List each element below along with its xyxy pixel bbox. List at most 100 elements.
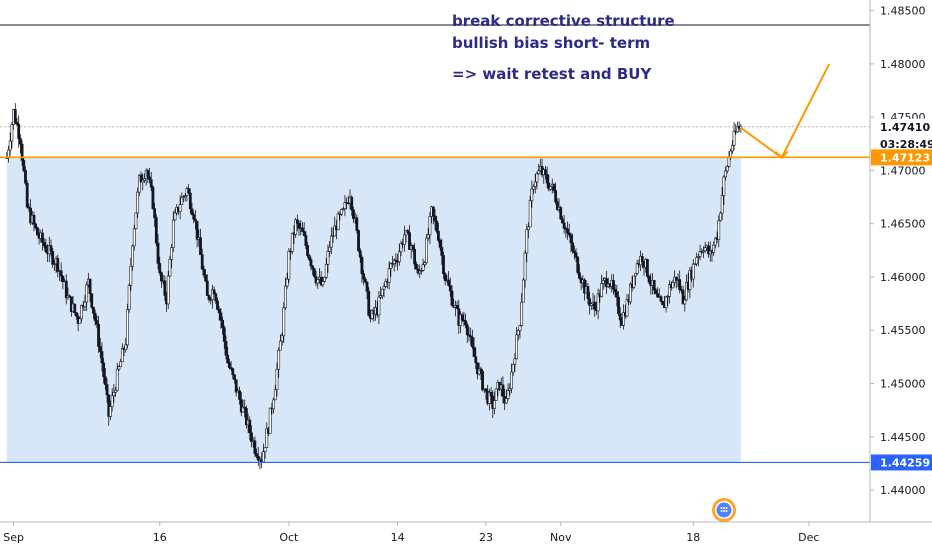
candle-body-80 <box>141 179 145 183</box>
candle-body-411 <box>703 247 707 252</box>
candle-body-346 <box>593 301 597 310</box>
candle-body-37 <box>68 295 72 298</box>
candle-body-62 <box>110 395 114 407</box>
candle-body-327 <box>561 218 564 224</box>
candle-body-311 <box>533 181 537 187</box>
candle-body-130 <box>226 354 230 364</box>
candle-body-251 <box>431 206 435 217</box>
y-tick-label-4: 1.46500 <box>880 218 926 231</box>
candle-body-213 <box>367 290 371 316</box>
candle-body-161 <box>278 340 282 351</box>
price-tags: 1.47410 03:28:491.47123 1.44259 <box>871 118 932 471</box>
candle-body-308 <box>528 200 532 228</box>
candle-body-318 <box>545 174 549 184</box>
candle-body-135 <box>234 379 238 393</box>
candle-body-212 <box>365 281 369 292</box>
candle-body-87 <box>153 208 157 219</box>
countdown-tag: 03:28:49 <box>880 138 932 151</box>
candle-body-237 <box>408 232 411 250</box>
projection-arrowhead <box>774 150 789 160</box>
candle-body-183 <box>316 279 320 284</box>
candle-body-189 <box>326 251 330 265</box>
candle-body-28 <box>52 263 56 265</box>
candle-body-305 <box>523 252 527 281</box>
candle-body-336 <box>576 256 580 273</box>
candle-body-228 <box>392 259 396 264</box>
candle-body-26 <box>49 245 53 252</box>
candle-body-188 <box>324 263 328 278</box>
candle-body-123 <box>214 293 218 302</box>
time-axis[interactable] <box>0 522 932 550</box>
candle-body-367 <box>629 283 632 303</box>
candle-body-258 <box>443 273 447 282</box>
candle-body-137 <box>238 390 241 400</box>
candle-body-176 <box>304 235 308 246</box>
candle-body-138 <box>239 399 243 413</box>
candle-body-383 <box>656 293 659 298</box>
candle-body-70 <box>124 344 128 350</box>
candle-body-270 <box>464 320 467 326</box>
current-price-tag: 1.47410 <box>880 121 930 134</box>
candle-body-53 <box>95 320 99 325</box>
candle-body-58 <box>103 376 107 385</box>
candle-body-97 <box>170 247 174 260</box>
candle-body-126 <box>219 312 223 321</box>
candle-body-13 <box>27 206 31 209</box>
candle-body-125 <box>217 309 221 314</box>
candle-body-405 <box>693 263 697 265</box>
candle-body-282 <box>484 388 488 392</box>
candle-body-64 <box>114 389 117 393</box>
candle-body-294 <box>504 398 508 404</box>
annotation-line-1: bullish bias short- term <box>452 34 650 52</box>
candle-body-295 <box>506 390 510 399</box>
candle-body-260 <box>447 279 450 286</box>
tradingview-logo-icon[interactable] <box>712 498 736 522</box>
candle-body-247 <box>425 237 428 264</box>
candle-body-306 <box>525 229 529 254</box>
candle-body-122 <box>212 289 216 295</box>
candle-body-18 <box>35 227 39 236</box>
candle-body-187 <box>323 276 326 282</box>
candle-body-239 <box>411 245 415 250</box>
candle-body-424 <box>725 166 729 172</box>
candle-body-357 <box>612 280 615 290</box>
candle-body-117 <box>204 274 208 282</box>
candle-body-141 <box>244 408 248 426</box>
price-axis[interactable] <box>870 0 932 522</box>
candle-body-419 <box>717 220 721 240</box>
candle-body-63 <box>112 392 116 397</box>
candle-body-304 <box>521 279 525 303</box>
candle-body-390 <box>668 284 671 297</box>
y-tick-label-1: 1.48000 <box>880 58 926 71</box>
candle-body-296 <box>508 388 512 391</box>
candle-body-299 <box>513 358 517 365</box>
candle-body-128 <box>222 327 226 342</box>
candle-body-326 <box>559 207 563 220</box>
candle-body-43 <box>78 318 82 324</box>
candle-body-178 <box>307 255 311 260</box>
candle-body-331 <box>567 232 571 236</box>
candle-body-335 <box>574 252 578 258</box>
candle-body-110 <box>192 214 196 220</box>
candle-body-160 <box>277 349 281 370</box>
candle-body-171 <box>295 219 299 224</box>
candle-body-195 <box>336 213 340 231</box>
candle-body-17 <box>34 223 38 228</box>
candle-body-67 <box>119 361 123 367</box>
candle-body-118 <box>205 280 209 296</box>
candle-body-416 <box>712 244 716 253</box>
candle-body-360 <box>617 296 620 314</box>
candle-body-386 <box>661 300 665 306</box>
candle-body-257 <box>442 255 445 274</box>
candle-body-407 <box>696 256 700 258</box>
candle-body-60 <box>107 394 111 417</box>
candle-body-324 <box>555 201 559 210</box>
candle-body-388 <box>664 296 668 309</box>
candle-body-279 <box>479 368 483 372</box>
candle-body-140 <box>243 406 247 409</box>
current-price-tag-bg <box>871 118 932 135</box>
candle-body-307 <box>527 226 530 231</box>
candle-body-181 <box>312 268 316 277</box>
candle-body-85 <box>149 179 153 188</box>
